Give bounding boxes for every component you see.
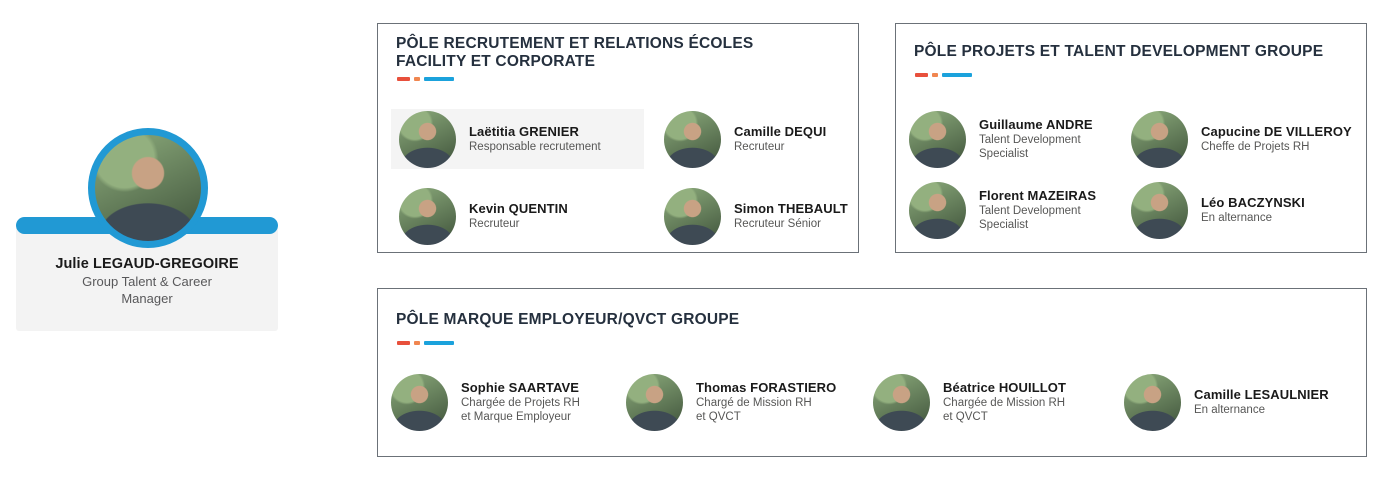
person-card-laetitia-grenier: Laëtitia GRENIER Responsable recrutement bbox=[391, 109, 644, 169]
person-role-line2: Specialist bbox=[979, 148, 1029, 160]
person-name: Camille DEQUI bbox=[734, 124, 827, 139]
manager-card: Julie LEGAUD-GREGOIRE Group Talent & Car… bbox=[16, 228, 278, 331]
person-name: Capucine DE VILLEROY bbox=[1201, 124, 1352, 139]
person-name: Florent MAZEIRAS bbox=[979, 188, 1097, 203]
person-role: Talent Development bbox=[979, 205, 1081, 217]
avatar-photo bbox=[391, 373, 448, 431]
person-role: En alternance bbox=[1194, 404, 1265, 416]
person-role: Recruteur bbox=[734, 141, 785, 153]
person-name: Léo BACZYNSKI bbox=[1201, 195, 1305, 210]
dash-red-icon bbox=[915, 73, 928, 77]
person-card-sophie-saartave: Sophie SAARTAVE Chargée de Projets RH et… bbox=[391, 372, 580, 432]
person-card-beatrice-houillot: Béatrice HOUILLOT Chargée de Mission RH … bbox=[873, 372, 1066, 432]
person-card-guillaume-andre: Guillaume ANDRE Talent Development Speci… bbox=[909, 108, 1093, 170]
dash-red-icon bbox=[397, 341, 410, 345]
person-role: Recruteur bbox=[469, 218, 520, 230]
person-card-thomas-forastiero: Thomas FORASTIERO Chargé de Mission RH e… bbox=[626, 372, 836, 432]
person-name: Sophie SAARTAVE bbox=[461, 380, 580, 395]
person-name: Kevin QUENTIN bbox=[469, 201, 568, 216]
person-role-line2: et QVCT bbox=[696, 411, 741, 423]
orgbox-marque-employeur-qvct: PÔLE MARQUE EMPLOYEUR/QVCT GROUPE Sophie… bbox=[377, 288, 1367, 457]
avatar-photo bbox=[1131, 181, 1188, 239]
orgbox-recrutement-title: PÔLE RECRUTEMENT ET RELATIONS ÉCOLES FAC… bbox=[378, 24, 858, 71]
orgbox-marque-title: PÔLE MARQUE EMPLOYEUR/QVCT GROUPE bbox=[378, 289, 1366, 329]
orgbox-recrutement: PÔLE RECRUTEMENT ET RELATIONS ÉCOLES FAC… bbox=[377, 23, 859, 253]
person-role-line2: Specialist bbox=[979, 219, 1029, 231]
avatar-photo bbox=[626, 373, 683, 431]
manager-title-line2: Manager bbox=[121, 291, 173, 306]
avatar-photo bbox=[909, 110, 966, 168]
manager-name: Julie LEGAUD-GREGOIRE bbox=[55, 256, 239, 272]
person-name: Laëtitia GRENIER bbox=[469, 124, 579, 139]
dash-blue-icon bbox=[424, 77, 454, 81]
person-card-florent-mazeiras: Florent MAZEIRAS Talent Development Spec… bbox=[909, 179, 1096, 241]
person-name: Simon THEBAULT bbox=[734, 201, 848, 216]
avatar-photo bbox=[873, 373, 930, 431]
person-role-line2: et QVCT bbox=[943, 411, 988, 423]
person-card-camille-lesaulnier: Camille LESAULNIER En alternance bbox=[1124, 372, 1329, 432]
person-card-camille-dequi: Camille DEQUI Recruteur bbox=[664, 109, 826, 169]
person-name: Thomas FORASTIERO bbox=[696, 380, 837, 395]
person-card-simon-thebault: Simon THEBAULT Recruteur Sénior bbox=[664, 186, 848, 246]
title-line: PÔLE MARQUE EMPLOYEUR/QVCT GROUPE bbox=[396, 311, 740, 328]
divider-dashes bbox=[397, 77, 858, 81]
avatar-photo bbox=[664, 187, 721, 245]
avatar-photo bbox=[399, 110, 456, 168]
person-card-kevin-quentin: Kevin QUENTIN Recruteur bbox=[399, 186, 568, 246]
avatar-photo bbox=[909, 181, 966, 239]
avatar-photo bbox=[1131, 110, 1188, 168]
dash-orange-icon bbox=[414, 77, 420, 81]
manager-photo bbox=[88, 128, 208, 248]
person-name: Béatrice HOUILLOT bbox=[943, 380, 1067, 395]
person-role: Chargée de Mission RH bbox=[943, 397, 1066, 409]
person-name: Camille LESAULNIER bbox=[1194, 387, 1329, 402]
person-role: Cheffe de Projets RH bbox=[1201, 141, 1310, 153]
dash-orange-icon bbox=[414, 341, 420, 345]
person-role: Chargée de Projets RH bbox=[461, 397, 580, 409]
avatar-photo bbox=[1124, 373, 1181, 431]
divider-dashes bbox=[397, 341, 1366, 345]
title-line: PÔLE RECRUTEMENT ET RELATIONS ÉCOLES bbox=[396, 35, 754, 52]
person-name: Guillaume ANDRE bbox=[979, 117, 1093, 132]
person-role-line2: et Marque Employeur bbox=[461, 411, 571, 423]
person-card-capucine-de-villeroy: Capucine DE VILLEROY Cheffe de Projets R… bbox=[1131, 108, 1352, 170]
orgbox-projets-talent-development: PÔLE PROJETS ET TALENT DEVELOPMENT GROUP… bbox=[895, 23, 1367, 253]
person-role: Talent Development bbox=[979, 134, 1081, 146]
title-line: PÔLE PROJETS ET TALENT DEVELOPMENT GROUP… bbox=[914, 43, 1324, 60]
dash-blue-icon bbox=[942, 73, 972, 77]
dash-red-icon bbox=[397, 77, 410, 81]
person-role: En alternance bbox=[1201, 212, 1272, 224]
avatar-photo bbox=[399, 187, 456, 245]
avatar-photo bbox=[664, 110, 721, 168]
title-line: FACILITY ET CORPORATE bbox=[396, 53, 596, 70]
person-role: Responsable recrutement bbox=[469, 141, 601, 153]
dash-blue-icon bbox=[424, 341, 454, 345]
manager-title-line1: Group Talent & Career bbox=[82, 274, 212, 289]
person-card-leo-baczynski: Léo BACZYNSKI En alternance bbox=[1131, 179, 1305, 241]
dash-orange-icon bbox=[932, 73, 938, 77]
orgbox-projets-title: PÔLE PROJETS ET TALENT DEVELOPMENT GROUP… bbox=[896, 24, 1366, 61]
divider-dashes bbox=[915, 73, 1366, 77]
person-role: Chargé de Mission RH bbox=[696, 397, 812, 409]
person-role: Recruteur Sénior bbox=[734, 218, 821, 230]
